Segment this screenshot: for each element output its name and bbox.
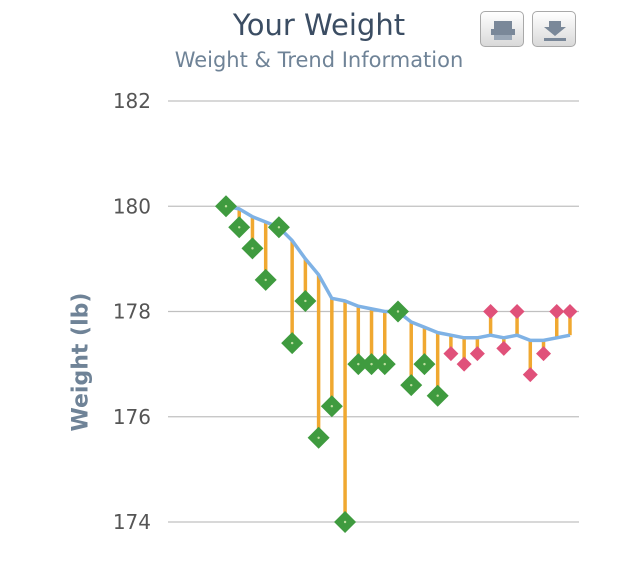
weight-point-highlight <box>357 362 360 366</box>
weight-point-highlight <box>317 436 320 439</box>
weight-point-highlight <box>304 299 307 303</box>
chart-subtitle: Weight & Trend Information <box>174 48 464 72</box>
weight-point-above-trend <box>562 304 578 319</box>
weight-point-highlight <box>436 394 439 397</box>
download-icon <box>544 21 566 41</box>
export-button[interactable] <box>532 11 576 47</box>
y-tick-label: 182 <box>113 89 151 113</box>
weight-point-above-trend <box>509 304 525 319</box>
y-tick-label: 178 <box>113 300 151 324</box>
weight-point-above-trend <box>536 346 552 362</box>
weight-point-highlight <box>330 405 334 408</box>
weight-point-above-trend <box>483 304 499 319</box>
weight-point-highlight <box>224 205 228 208</box>
printer-icon <box>491 21 515 40</box>
weight-point-highlight <box>290 341 294 345</box>
print-button[interactable] <box>480 11 524 47</box>
weight-point-highlight <box>383 362 386 366</box>
weight-point-highlight <box>410 383 413 387</box>
weight-point-above-trend <box>496 340 512 356</box>
weight-point-highlight <box>277 226 281 229</box>
weight-point-highlight <box>423 362 426 366</box>
weight-point-highlight <box>251 247 254 250</box>
weight-point-highlight <box>343 520 347 524</box>
weight-point-highlight <box>264 278 267 282</box>
weight-point-highlight <box>396 310 400 313</box>
y-tick-label: 176 <box>113 405 151 429</box>
y-tick-label: 180 <box>113 194 151 218</box>
chart-title: Your Weight <box>232 8 406 42</box>
y-tick-label: 174 <box>113 510 151 534</box>
weight-point-above-trend <box>456 356 472 372</box>
weight-point-highlight <box>238 226 241 229</box>
weight-point-above-trend <box>469 346 485 362</box>
weight-point-highlight <box>370 362 373 366</box>
weight-point-above-trend <box>549 304 565 319</box>
weight-point-above-trend <box>443 346 459 362</box>
weight-point-above-trend <box>522 367 538 383</box>
